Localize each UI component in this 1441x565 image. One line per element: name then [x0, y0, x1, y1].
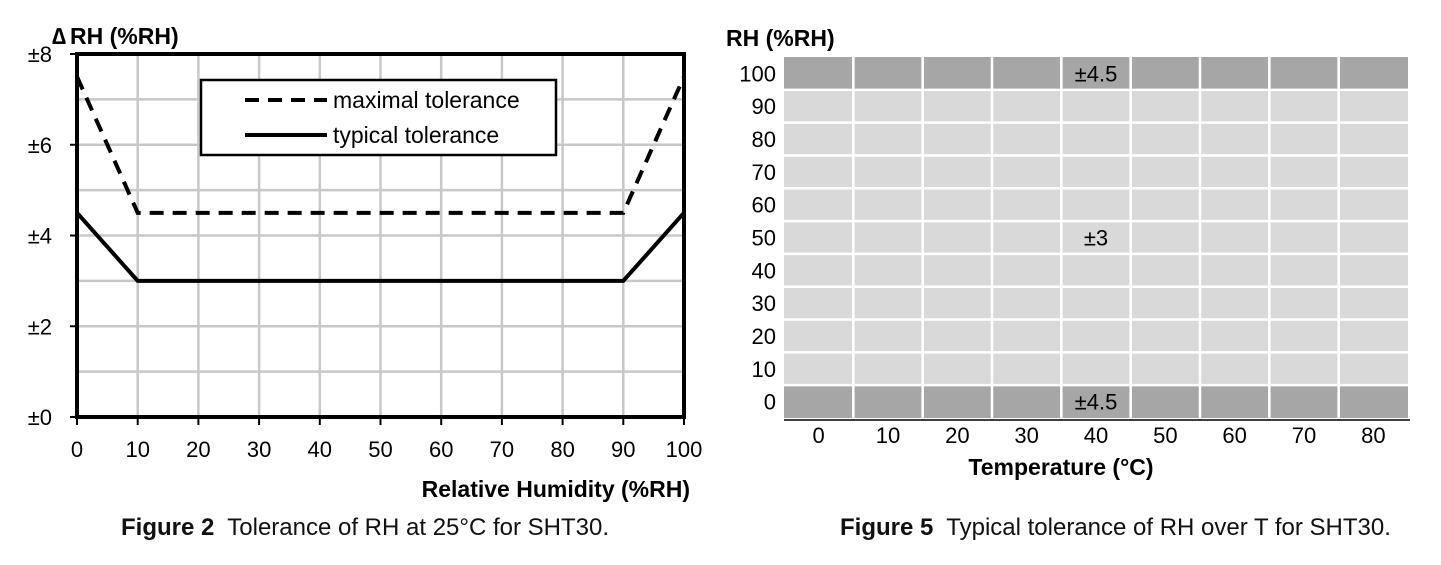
tolerance-row-10 — [784, 352, 1408, 386]
tolerance-row-90 — [784, 89, 1408, 123]
x-tick-label: 70 — [1292, 423, 1316, 448]
x-tick-label: 40 — [1084, 423, 1108, 448]
x-tick-label: 60 — [429, 437, 453, 462]
x-tick-label: 20 — [945, 423, 969, 448]
region-labels: ±4.5 ±3 ±4.5 — [1075, 61, 1118, 414]
tolerance-row-70 — [784, 155, 1408, 189]
series-line-typical — [75, 211, 686, 283]
x-axis-label: Relative Humidity (%RH) — [422, 476, 690, 502]
chart-grid — [784, 57, 1408, 418]
y-tick-label: 100 — [739, 61, 776, 86]
x-tick-label: 50 — [1153, 423, 1177, 448]
legend-label-maximal: maximal tolerance — [333, 87, 520, 113]
x-tick-label: 0 — [813, 423, 825, 448]
y-tick-label: 30 — [752, 291, 776, 316]
y-tick-label: 80 — [752, 127, 776, 152]
tolerance-row-60 — [784, 188, 1408, 222]
x-tick-label: 70 — [490, 437, 514, 462]
y-tick-label: 50 — [752, 226, 776, 251]
tolerance-row-80 — [784, 122, 1408, 156]
tolerance-row-30 — [784, 286, 1408, 320]
x-tick-label: 10 — [876, 423, 900, 448]
x-axis-label: Temperature (°C) — [968, 454, 1153, 480]
x-tick-label: 50 — [368, 437, 392, 462]
tolerance-row-0 — [784, 385, 1408, 418]
y-axis-label: RH (%RH) — [726, 25, 835, 51]
tolerance-rh-chart: ±0 ±2 ±4 ±6 ±8 0 10 20 30 40 50 60 70 80 90 100 ∆ RH (… — [28, 23, 703, 502]
tolerance-row-50 — [784, 221, 1408, 254]
tolerance-row-20 — [784, 319, 1408, 353]
y-tick-label: 40 — [752, 258, 776, 283]
figure-2-label: Figure 2 — [121, 514, 215, 541]
series-line-maximal — [75, 75, 686, 215]
y-tick-label: 10 — [752, 357, 776, 382]
y-tick-label: ±8 — [28, 42, 52, 67]
y-tick-labels: ±0 ±2 ±4 ±6 ±8 — [28, 42, 77, 430]
tolerance-regions — [784, 57, 1408, 418]
x-tick-label: 20 — [186, 437, 210, 462]
legend: maximal tolerance typical tolerance — [199, 78, 558, 157]
x-tick-label: 30 — [1014, 423, 1038, 448]
tolerance-row-40 — [784, 253, 1408, 287]
y-tick-label: 0 — [764, 390, 776, 415]
x-tick-labels: 0 10 20 30 40 50 60 70 80 90 100 — [71, 417, 702, 462]
region-label-bottom: ±4.5 — [1075, 390, 1118, 415]
y-tick-label: ±6 — [28, 133, 52, 158]
y-tick-label: 70 — [752, 160, 776, 185]
x-tick-label: 40 — [308, 437, 332, 462]
x-tick-label: 90 — [611, 437, 635, 462]
chart-series-layer — [75, 75, 686, 283]
x-tick-label: 10 — [125, 437, 149, 462]
x-tick-label: 0 — [71, 437, 83, 462]
y-tick-label: 20 — [752, 324, 776, 349]
y-tick-label: ±0 — [28, 405, 52, 430]
y-tick-label: ±4 — [28, 224, 52, 249]
tolerance-row-100 — [784, 57, 1408, 90]
figure-2-text: Tolerance of RH at 25°C for SHT30. — [227, 514, 610, 541]
y-axis-delta-symbol: ∆ — [52, 23, 66, 49]
x-tick-labels: 0 10 20 30 40 50 60 70 80 — [813, 423, 1386, 448]
legend-box — [199, 78, 558, 157]
legend-label-typical: typical tolerance — [333, 122, 499, 148]
y-tick-label: 60 — [752, 193, 776, 218]
region-label-middle: ±3 — [1084, 226, 1108, 251]
x-tick-label: 60 — [1222, 423, 1246, 448]
figure-5-caption: Figure 5 Typical tolerance of RH over T … — [840, 514, 1391, 542]
y-axis-label: RH (%RH) — [70, 23, 179, 49]
x-tick-label: 100 — [666, 437, 703, 462]
x-tick-label: 30 — [247, 437, 271, 462]
x-tick-label: 80 — [550, 437, 574, 462]
figure-5-text: Typical tolerance of RH over T for SHT30… — [946, 514, 1391, 541]
region-label-top: ±4.5 — [1075, 61, 1118, 86]
figure-2-caption: Figure 2 Tolerance of RH at 25°C for SHT… — [121, 514, 609, 542]
x-tick-label: 80 — [1361, 423, 1385, 448]
y-tick-label: 90 — [752, 94, 776, 119]
figure-5-label: Figure 5 — [840, 514, 934, 541]
y-tick-label: ±2 — [28, 314, 52, 339]
